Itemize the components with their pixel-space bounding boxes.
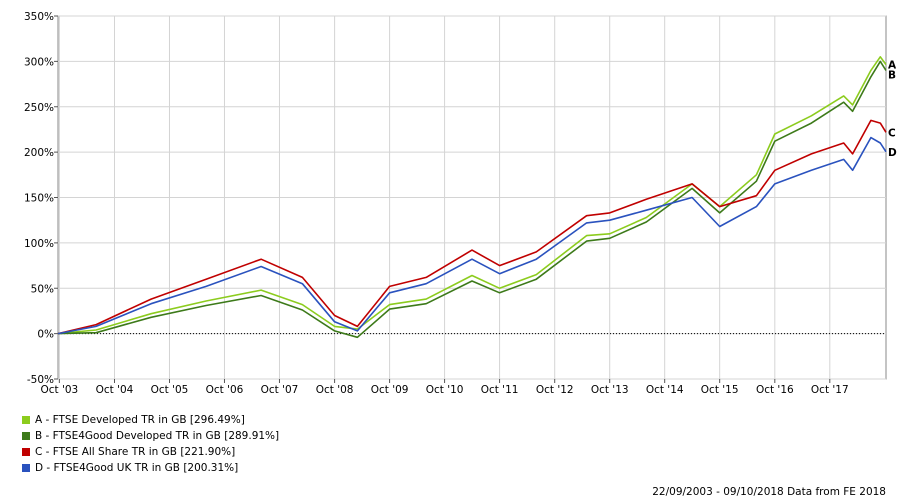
legend-swatch-d bbox=[22, 464, 30, 472]
x-tick-label: Oct '15 bbox=[701, 384, 739, 396]
performance-line-chart: -50% 0% 50% 100% 150% 200% 250% 300% 350% Oct '0… bbox=[24, 11, 897, 396]
series-end-labels: AB CD bbox=[888, 60, 897, 159]
y-tick-label: 250% bbox=[24, 102, 54, 114]
legend-item-a: A - FTSE Developed TR in GB [296.49%] bbox=[22, 412, 279, 428]
series-end-label-a: A bbox=[888, 60, 897, 72]
chart-legend: A - FTSE Developed TR in GB [296.49%] B … bbox=[22, 412, 279, 476]
series-line-c bbox=[57, 119, 887, 335]
x-axis-tick-labels: Oct '03 Oct '04 Oct '05 Oct '06 Oct '07 Oct '… bbox=[40, 379, 849, 396]
series-end-label-c: C bbox=[888, 127, 896, 139]
series-line-a bbox=[57, 55, 887, 335]
x-tick-label: Oct '04 bbox=[96, 384, 134, 396]
legend-label-a: A - FTSE Developed TR in GB [296.49%] bbox=[35, 414, 245, 426]
legend-swatch-b bbox=[22, 432, 30, 440]
series-line-d bbox=[57, 136, 887, 335]
legend-swatch-a bbox=[22, 416, 30, 424]
y-tick-label: 350% bbox=[24, 11, 54, 23]
grid-lines bbox=[58, 15, 886, 380]
y-tick-label: -50% bbox=[27, 374, 54, 386]
x-tick-label: Oct '09 bbox=[371, 384, 409, 396]
x-tick-label: Oct '07 bbox=[261, 384, 299, 396]
x-tick-label: Oct '17 bbox=[811, 384, 849, 396]
series-line-b bbox=[57, 60, 887, 339]
series-lines bbox=[57, 55, 887, 339]
x-tick-label: Oct '13 bbox=[591, 384, 629, 396]
y-tick-label: 300% bbox=[24, 56, 54, 68]
legend-item-c: C - FTSE All Share TR in GB [221.90%] bbox=[22, 444, 279, 460]
x-tick-label: Oct '11 bbox=[481, 384, 519, 396]
x-tick-label: Oct '08 bbox=[316, 384, 354, 396]
legend-item-d: D - FTSE4Good UK TR in GB [200.31%] bbox=[22, 460, 279, 476]
y-tick-label: 0% bbox=[37, 329, 54, 341]
x-tick-label: Oct '05 bbox=[151, 384, 189, 396]
y-tick-label: 50% bbox=[31, 283, 54, 295]
legend-label-c: C - FTSE All Share TR in GB [221.90%] bbox=[35, 446, 236, 458]
legend-label-b: B - FTSE4Good Developed TR in GB [289.91… bbox=[35, 430, 280, 442]
x-tick-label: Oct '10 bbox=[426, 384, 464, 396]
y-tick-label: 200% bbox=[24, 147, 54, 159]
y-axis-tick-labels: -50% 0% 50% 100% 150% 200% 250% 300% 350% bbox=[24, 11, 58, 386]
legend-label-d: D - FTSE4Good UK TR in GB [200.31%] bbox=[35, 462, 239, 474]
x-tick-label: Oct '06 bbox=[206, 384, 244, 396]
x-tick-label: Oct '16 bbox=[756, 384, 794, 396]
y-tick-label: 100% bbox=[24, 238, 54, 250]
x-tick-label: Oct '03 bbox=[40, 384, 78, 396]
series-end-label-d: D bbox=[888, 147, 897, 159]
y-tick-label: 150% bbox=[24, 193, 54, 205]
legend-item-b: B - FTSE4Good Developed TR in GB [289.91… bbox=[22, 428, 279, 444]
x-tick-label: Oct '12 bbox=[536, 384, 574, 396]
date-range-footer: 22/09/2003 - 09/10/2018 Data from FE 201… bbox=[652, 486, 886, 498]
series-end-label-b: B bbox=[888, 70, 896, 82]
x-tick-label: Oct '14 bbox=[646, 384, 684, 396]
legend-swatch-c bbox=[22, 448, 30, 456]
